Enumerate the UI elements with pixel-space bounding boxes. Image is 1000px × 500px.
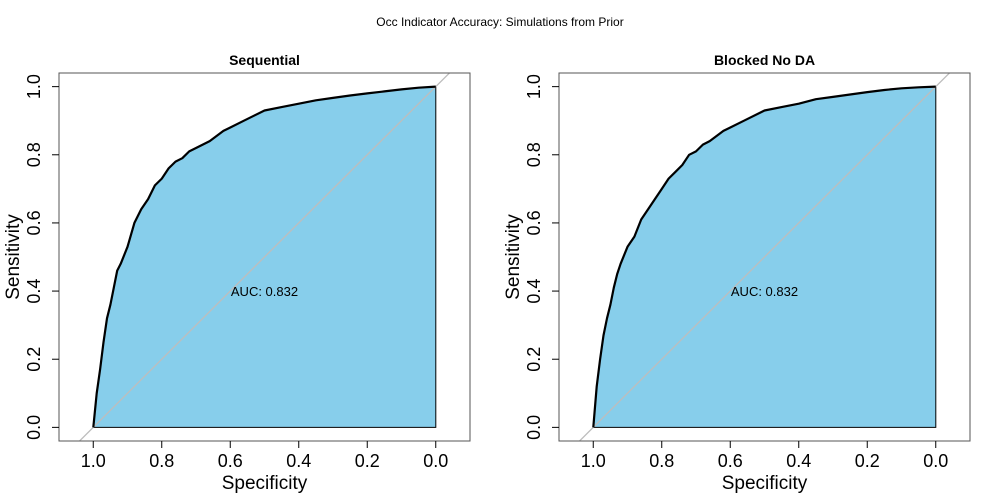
y-axis-label: Sensitivity [3, 214, 24, 300]
x-axis-label: Specificity [722, 473, 808, 494]
y-tick-label: 1.0 [524, 74, 544, 99]
x-axis-label: Specificity [222, 473, 308, 494]
y-tick-label: 1.0 [24, 74, 44, 99]
y-axis-label: Sensitivity [503, 214, 524, 300]
y-tick-label: 0.6 [24, 210, 44, 235]
x-tick-label: 0.4 [286, 451, 311, 471]
x-tick-label: 0.0 [423, 451, 448, 471]
y-tick-label: 0.0 [524, 415, 544, 440]
diagonal-reference-line [78, 73, 451, 441]
roc-curve [92, 85, 436, 428]
x-tick-label: 0.6 [218, 451, 243, 471]
figure-title: Occ Indicator Accuracy: Simulations from… [376, 15, 623, 29]
x-tick-label: 1.0 [81, 451, 106, 471]
plot-border [58, 72, 471, 442]
x-tick-label: 0.6 [718, 451, 743, 471]
y-tick-label: 0.8 [524, 142, 544, 167]
x-tick-label: 1.0 [581, 451, 606, 471]
y-tick-label: 0.8 [24, 142, 44, 167]
roc-panel-sequential: 1.0 0.8 0.6 0.4 0.2 0.0 0.0 0.2 0.4 0.6 0.8 1.0 Sequ… [3, 52, 471, 494]
y-tick-label: 0.0 [24, 415, 44, 440]
y-tick-label: 0.4 [24, 279, 44, 304]
auc-annotation: AUC: 0.832 [731, 284, 798, 299]
auc-annotation: AUC: 0.832 [231, 284, 298, 299]
x-tick-label: 0.2 [355, 451, 380, 471]
y-tick-label: 0.2 [24, 347, 44, 372]
panel-title: Blocked No DA [714, 52, 815, 68]
plot-border [558, 72, 971, 442]
x-tick-label: 0.0 [923, 451, 948, 471]
x-tick-label: 0.8 [149, 451, 174, 471]
diagonal-reference-line [578, 73, 951, 441]
y-tick-label: 0.6 [524, 210, 544, 235]
x-tick-label: 0.2 [855, 451, 880, 471]
panel-title: Sequential [229, 52, 300, 68]
x-tick-label: 0.4 [786, 451, 811, 471]
roc-curve [592, 85, 936, 428]
roc-panel-blocked-no-da: 1.0 0.8 0.6 0.4 0.2 0.0 0.0 0.2 0.4 0.6 0.8 1.0 Bloc… [503, 52, 971, 494]
y-tick-label: 0.4 [524, 279, 544, 304]
x-tick-label: 0.8 [649, 451, 674, 471]
y-tick-label: 0.2 [524, 347, 544, 372]
